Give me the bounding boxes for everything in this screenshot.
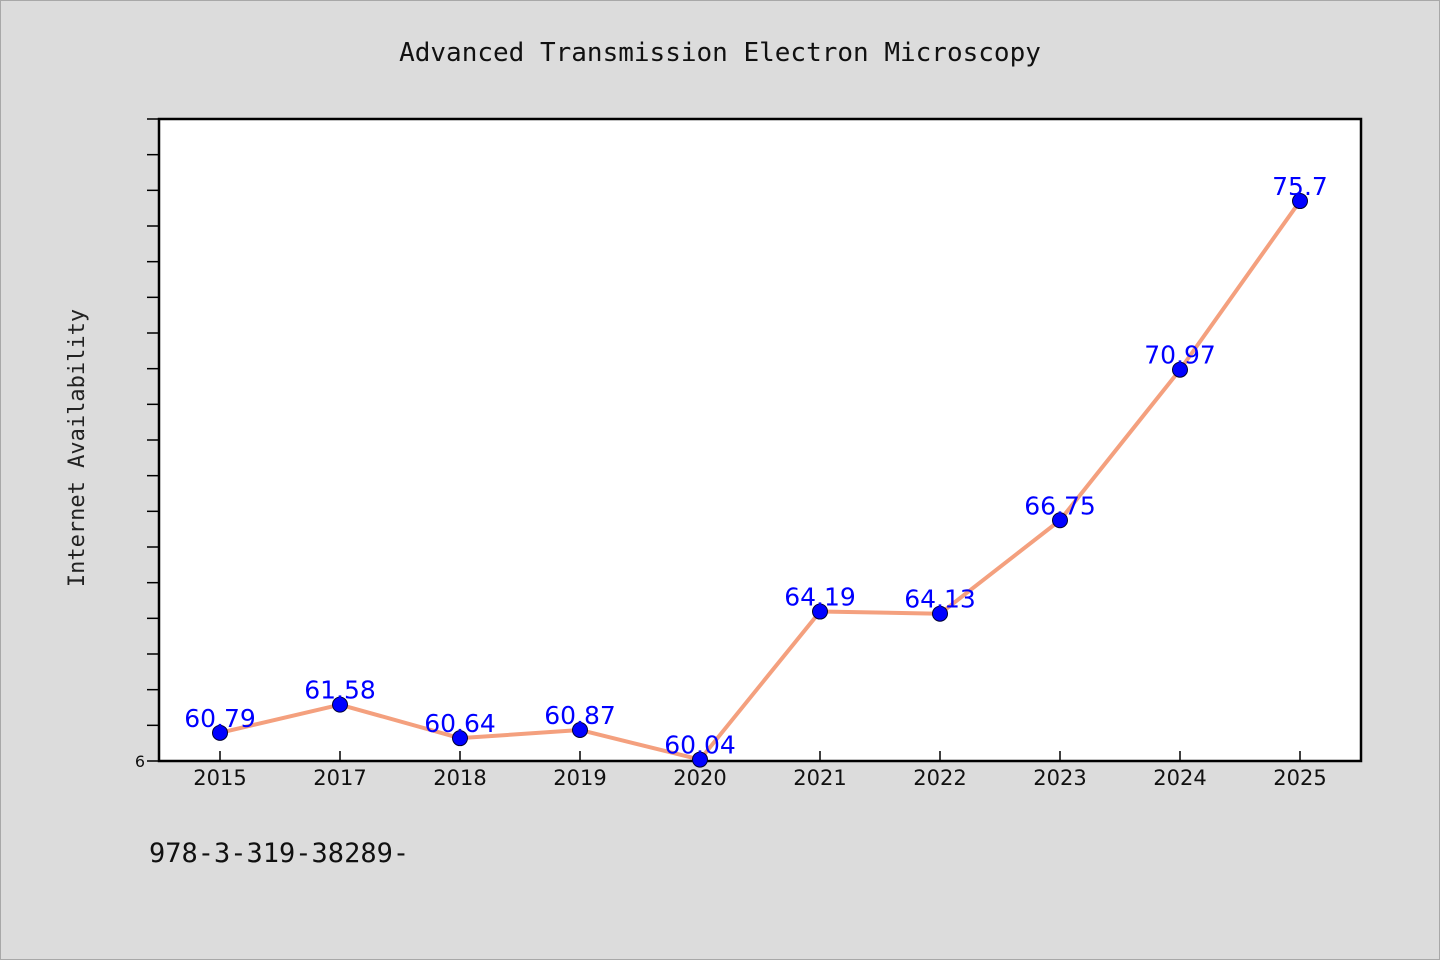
data-point [1172,361,1188,378]
data-label: 60.79 [184,704,256,733]
data-label: 66.75 [1024,491,1096,520]
x-tick-label: 2020 [673,766,726,790]
data-point [332,696,348,713]
y-axis-ticks: 6 [135,118,159,771]
data-labels: 60.79 61.58 60.64 60.87 60.04 64.19 64.13 66.75… [184,172,1328,760]
series-lines [218,199,1302,762]
y-tick-label: 6 [135,752,145,771]
data-point [812,603,828,620]
data-label: 70.97 [1144,341,1216,370]
x-tick-label: 2023 [1033,766,1086,790]
data-point [212,724,228,741]
data-label: 60.04 [664,731,736,760]
x-tick-label: 2017 [313,766,366,790]
data-point [932,605,948,622]
data-point [1292,193,1308,210]
data-point [1052,512,1068,529]
y-axis-label: Internet Availability [65,309,90,587]
x-tick-label: 2018 [433,766,486,790]
data-label: 61.58 [304,676,376,705]
footer-isbn-text: 978-3-319-38289- [149,838,409,869]
data-label: 75.7 [1272,172,1328,201]
x-tick-label: 2022 [913,766,966,790]
data-point [452,730,468,747]
x-tick-label: 2024 [1153,766,1206,790]
data-label: 64.19 [784,583,856,612]
plot-area [157,117,1363,763]
x-tick-label: 2019 [553,766,606,790]
chart-title: Advanced Transmission Electron Microscop… [399,38,1041,68]
data-point [572,721,588,738]
series-points [212,193,1308,768]
data-point [692,751,708,768]
data-label: 64.13 [904,585,976,614]
x-tick-label: 2015 [193,766,246,790]
data-label: 60.87 [544,701,616,730]
series-line [218,199,1302,762]
x-tick-label: 2021 [793,766,846,790]
x-axis-ticks: 2015 2017 2018 2019 2020 2021 2022 2023 2024 2025 [193,751,1327,790]
data-label: 60.64 [424,709,496,738]
x-tick-label: 2025 [1273,766,1326,790]
